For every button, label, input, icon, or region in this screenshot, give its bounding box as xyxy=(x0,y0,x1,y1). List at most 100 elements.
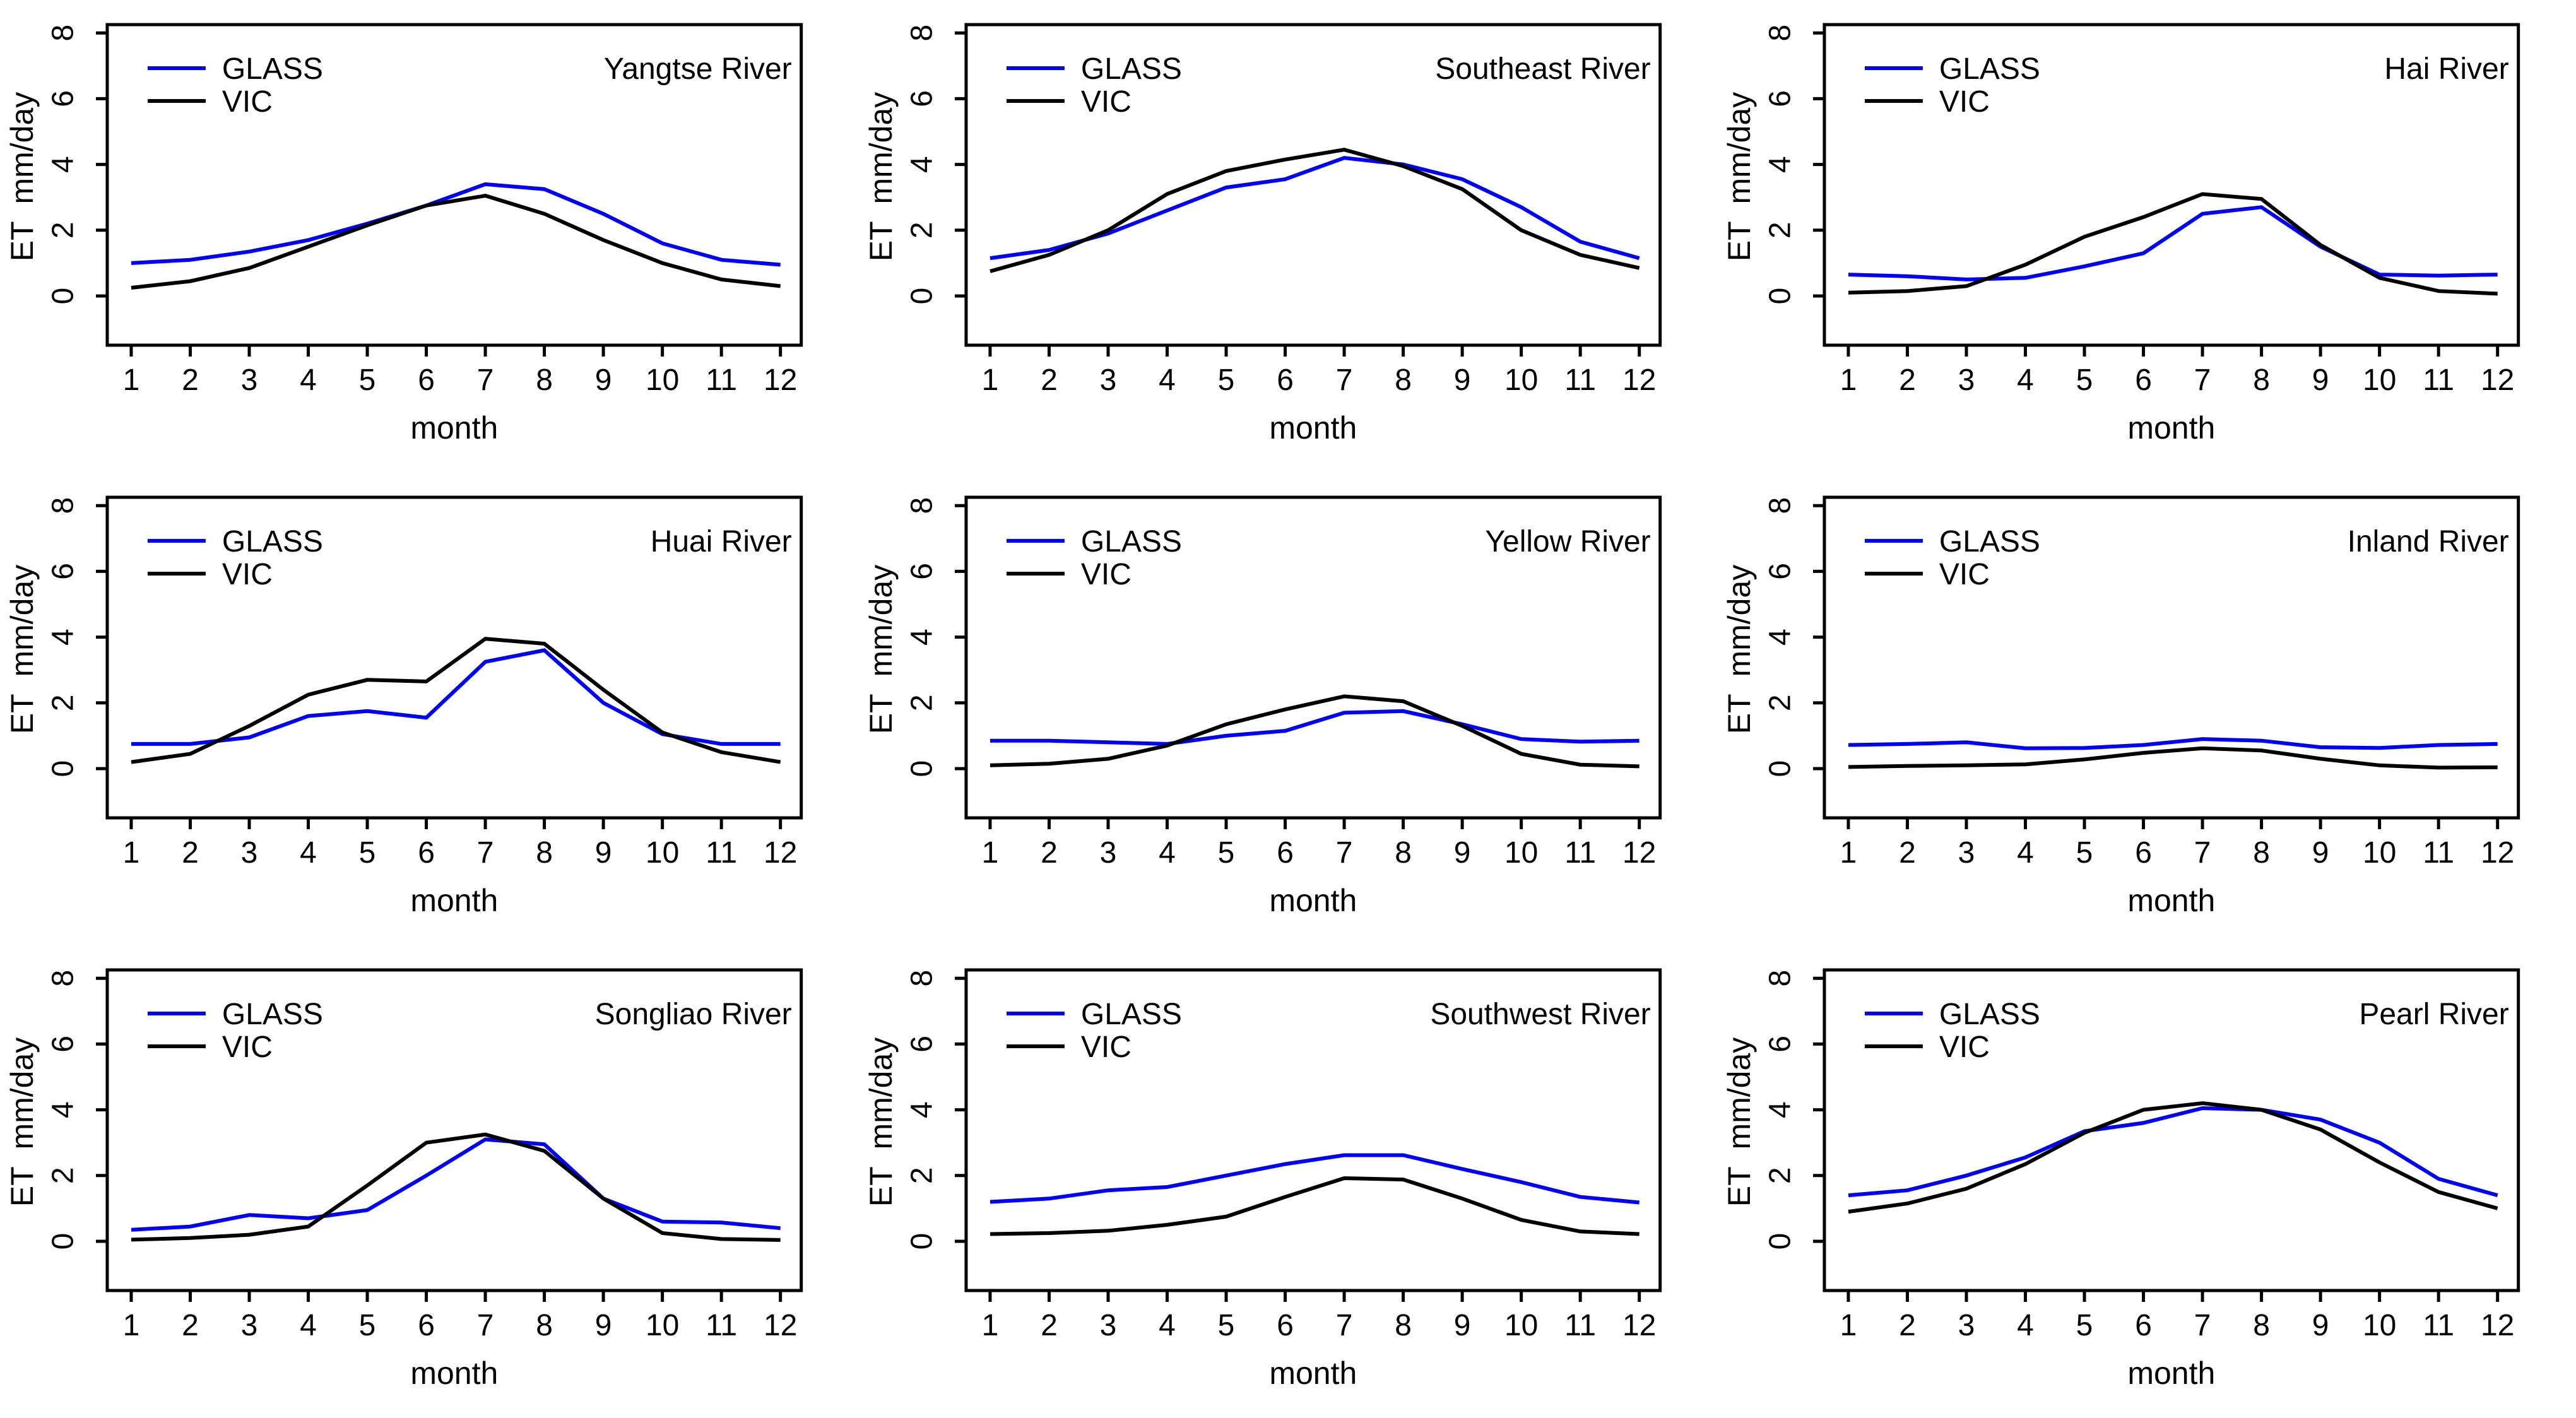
y-axis-label: ET mm/day xyxy=(863,92,899,262)
x-tick-label: 5 xyxy=(359,1309,376,1342)
y-tick-label: 2 xyxy=(905,222,938,239)
y-tick-label: 0 xyxy=(1764,288,1797,305)
y-tick-label: 8 xyxy=(46,25,80,42)
x-tick-label: 12 xyxy=(764,1309,797,1342)
x-axis-label: month xyxy=(410,410,498,446)
x-tick-label: 2 xyxy=(182,363,199,397)
plot-box xyxy=(964,968,1662,1292)
y-tick-label: 6 xyxy=(1764,90,1797,107)
plot-box xyxy=(1823,968,2520,1292)
x-tick-label: 6 xyxy=(2136,1309,2153,1342)
series-line-glass xyxy=(1848,205,2498,281)
x-axis-label: month xyxy=(410,1356,498,1391)
y-tick-label: 8 xyxy=(46,970,80,987)
y-axis-label: ET mm/day xyxy=(863,565,899,735)
y-tick-label: 4 xyxy=(46,629,80,646)
x-tick-label: 10 xyxy=(2363,836,2396,870)
chart-panel-inland-river: 0 2 4 6 8 1 2 3 4 5 6 7 8 9 10 11 12 month ET mm/day GLASS V… xyxy=(1717,473,2576,945)
x-tick-label: 12 xyxy=(1622,836,1656,870)
x-tick-label: 9 xyxy=(2312,363,2329,397)
y-tick-label: 0 xyxy=(905,1233,938,1250)
x-tick-label: 8 xyxy=(1395,836,1412,870)
x-tick-label: 12 xyxy=(2481,836,2514,870)
y-tick-label: 2 xyxy=(46,1167,80,1184)
legend-label-vic: VIC xyxy=(222,1031,273,1064)
x-tick-label: 12 xyxy=(1622,1309,1656,1342)
legend-label-vic: VIC xyxy=(1939,1031,1990,1064)
x-tick-label: 3 xyxy=(241,836,258,870)
x-tick-label: 11 xyxy=(706,363,737,397)
x-tick-label: 1 xyxy=(981,363,998,397)
legend-label-glass: GLASS xyxy=(1081,998,1182,1031)
x-tick-label: 1 xyxy=(981,1309,998,1342)
y-axis-label: ET mm/day xyxy=(4,565,40,735)
chart-panel-pearl-river: 0 2 4 6 8 1 2 3 4 5 6 7 8 9 10 11 12 month ET mm/day GLASS V… xyxy=(1717,945,2576,1418)
x-tick-label: 10 xyxy=(646,363,679,397)
y-tick-label: 4 xyxy=(905,156,938,173)
panel-title: Inland River xyxy=(2348,525,2509,558)
series-line-vic xyxy=(989,148,1640,273)
y-axis-label: ET mm/day xyxy=(4,92,40,262)
x-tick-label: 1 xyxy=(123,363,140,397)
series-line-vic xyxy=(1848,746,2498,770)
series-line-glass xyxy=(131,648,781,746)
x-tick-label: 1 xyxy=(1840,363,1857,397)
x-tick-label: 11 xyxy=(1564,363,1596,397)
x-axis-label: month xyxy=(1269,1356,1357,1391)
x-tick-label: 5 xyxy=(359,836,376,870)
x-tick-label: 6 xyxy=(2136,836,2153,870)
legend-label-glass: GLASS xyxy=(1939,998,2040,1031)
y-tick-label: 8 xyxy=(1764,970,1797,987)
x-tick-label: 2 xyxy=(1899,1309,1916,1342)
y-tick-label: 0 xyxy=(1764,760,1797,777)
y-tick-label: 4 xyxy=(1764,629,1797,646)
x-tick-label: 11 xyxy=(2423,363,2455,397)
x-tick-label: 1 xyxy=(1840,1309,1857,1342)
panel-title: Southwest River xyxy=(1430,998,1650,1031)
y-tick-label: 4 xyxy=(1764,1101,1797,1118)
x-axis-label: month xyxy=(1269,410,1357,446)
legend-label-glass: GLASS xyxy=(222,998,323,1031)
plot-box xyxy=(105,495,803,820)
y-tick-label: 8 xyxy=(46,497,80,514)
x-tick-label: 5 xyxy=(2076,363,2093,397)
y-axis-label: ET mm/day xyxy=(1722,1037,1757,1207)
y-tick-label: 8 xyxy=(905,25,938,42)
x-tick-label: 7 xyxy=(1335,363,1352,397)
chart-panel-yellow-river: 0 2 4 6 8 1 2 3 4 5 6 7 8 9 10 11 12 month ET mm/day GLASS V… xyxy=(859,473,1718,945)
legend-label-glass: GLASS xyxy=(1081,525,1182,558)
series-line-vic xyxy=(990,694,1640,769)
chart-panel-huai-river: 0 2 4 6 8 1 2 3 4 5 6 7 8 9 10 11 12 month ET mm/day GLASS V… xyxy=(0,473,859,945)
legend-label-glass: GLASS xyxy=(1939,525,2040,558)
x-tick-label: 11 xyxy=(706,836,737,870)
y-tick-label: 6 xyxy=(905,90,938,107)
x-tick-label: 3 xyxy=(1958,836,1975,870)
series-line-vic xyxy=(131,1132,781,1242)
x-tick-label: 10 xyxy=(2363,1309,2396,1342)
y-tick-label: 0 xyxy=(1764,1233,1797,1250)
x-tick-label: 11 xyxy=(1564,836,1596,870)
x-tick-label: 9 xyxy=(2312,1309,2329,1342)
x-tick-label: 12 xyxy=(1622,363,1656,397)
y-tick-label: 4 xyxy=(46,1101,80,1118)
plot-box xyxy=(105,968,803,1292)
legend-label-vic: VIC xyxy=(1081,1031,1131,1064)
series-line-vic xyxy=(131,194,781,290)
series-line-glass xyxy=(990,156,1640,261)
x-tick-label: 3 xyxy=(241,363,258,397)
x-tick-label: 6 xyxy=(418,1309,435,1342)
x-tick-label: 2 xyxy=(1041,363,1058,397)
x-axis-label: month xyxy=(1269,883,1357,918)
x-tick-label: 3 xyxy=(241,1309,258,1342)
plot-box xyxy=(1823,23,2520,347)
x-tick-label: 10 xyxy=(2363,363,2396,397)
x-tick-label: 2 xyxy=(182,1309,199,1342)
x-tick-label: 11 xyxy=(706,1309,737,1342)
y-tick-label: 2 xyxy=(905,1167,938,1184)
y-axis-label: ET mm/day xyxy=(4,1037,40,1207)
x-tick-label: 2 xyxy=(1041,836,1058,870)
